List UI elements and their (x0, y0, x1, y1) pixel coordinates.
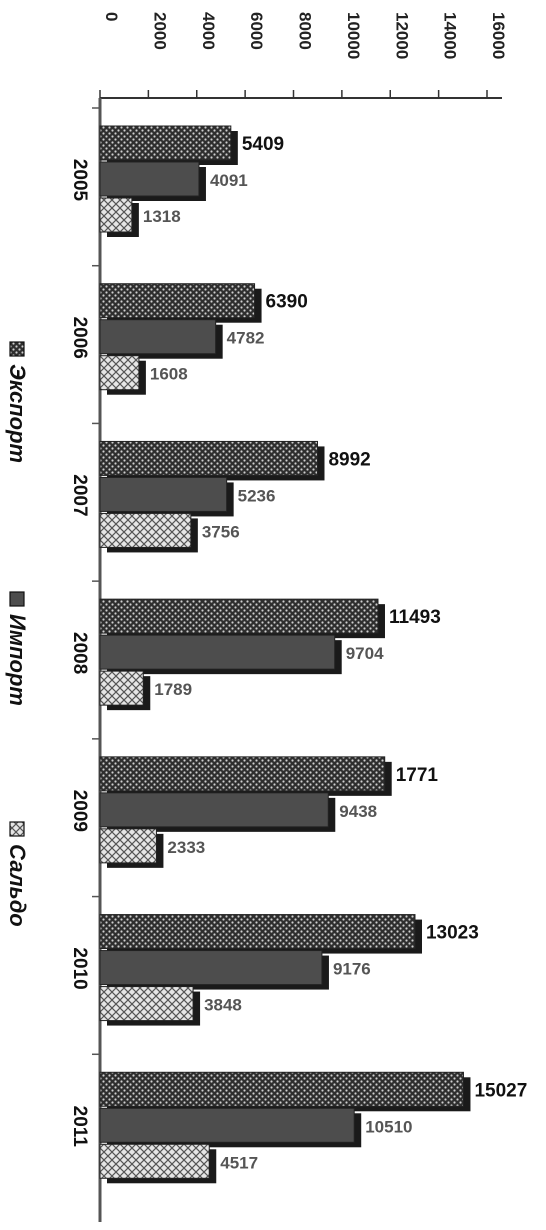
import-bar (99, 634, 336, 670)
value-tick-label: 2000 (150, 12, 169, 50)
export-value-label: 8992 (328, 449, 370, 470)
export-bar (99, 756, 386, 792)
saldo-value-label: 3848 (204, 996, 242, 1015)
saldo-bar (99, 355, 140, 391)
value-tick-label: 10000 (344, 12, 363, 59)
category-label: 2010 (69, 947, 90, 989)
export-value-label: 6390 (266, 292, 308, 313)
export-bar (99, 283, 256, 319)
plot-area: 0 2000 4000 6000 8000 10000 12000 14000 16000 200… (5, 12, 527, 1222)
saldo-value-label: 1789 (154, 680, 192, 699)
import-value-label: 9438 (339, 802, 377, 821)
import-bar (99, 319, 217, 355)
export-value-label: 1771 (396, 765, 439, 786)
legend-swatch-import (9, 591, 25, 607)
import-bar (99, 1107, 355, 1143)
import-value-label: 4782 (227, 329, 265, 348)
import-bar (99, 476, 228, 512)
category-label: 2005 (69, 159, 90, 202)
import-value-label: 9704 (346, 644, 384, 663)
export-bar (99, 440, 318, 476)
legend-label-export: Экспорт (5, 364, 30, 463)
saldo-value-label: 4517 (220, 1153, 258, 1172)
legend-label-import: Импорт (5, 614, 30, 706)
import-value-label: 9176 (333, 960, 371, 979)
saldo-bar (99, 986, 194, 1022)
category-label: 2006 (69, 317, 90, 359)
saldo-value-label: 1318 (143, 207, 181, 226)
category-label: 2008 (69, 632, 90, 674)
saldo-bar (99, 1143, 210, 1179)
saldo-bar (99, 197, 133, 233)
export-bar (99, 125, 232, 161)
legend-swatch-saldo (9, 821, 25, 837)
saldo-value-label: 2333 (167, 838, 205, 857)
export-value-label: 15027 (474, 1080, 527, 1101)
value-tick-label: 14000 (441, 12, 460, 59)
category-label: 2009 (69, 790, 90, 832)
legend-swatch-export (9, 341, 25, 357)
saldo-bar (99, 828, 157, 864)
saldo-value-label: 1608 (150, 365, 188, 384)
export-bar (99, 598, 379, 634)
value-tick-label: 0 (102, 12, 121, 21)
category-label: 2011 (69, 1106, 90, 1148)
import-bar (99, 792, 329, 828)
value-tick-label: 4000 (199, 12, 218, 50)
legend-label-saldo: Сальдо (5, 844, 30, 927)
saldo-value-label: 3756 (202, 522, 240, 541)
saldo-bar (99, 670, 144, 706)
export-value-label: 11493 (389, 607, 441, 628)
export-value-label: 5409 (242, 134, 284, 155)
value-tick-label: 8000 (296, 12, 315, 50)
export-bar (99, 1071, 464, 1107)
value-tick-label: 6000 (247, 12, 266, 50)
import-bar (99, 950, 323, 986)
value-tick-label: 16000 (489, 12, 508, 59)
category-label: 2007 (69, 474, 90, 516)
import-value-label: 10510 (365, 1117, 412, 1136)
import-bar (99, 161, 200, 197)
saldo-bar (99, 512, 192, 548)
import-value-label: 4091 (210, 171, 248, 190)
import-value-label: 5236 (238, 486, 276, 505)
export-bar (99, 914, 416, 950)
value-tick-label: 12000 (392, 12, 411, 59)
export-value-label: 13023 (426, 923, 479, 944)
